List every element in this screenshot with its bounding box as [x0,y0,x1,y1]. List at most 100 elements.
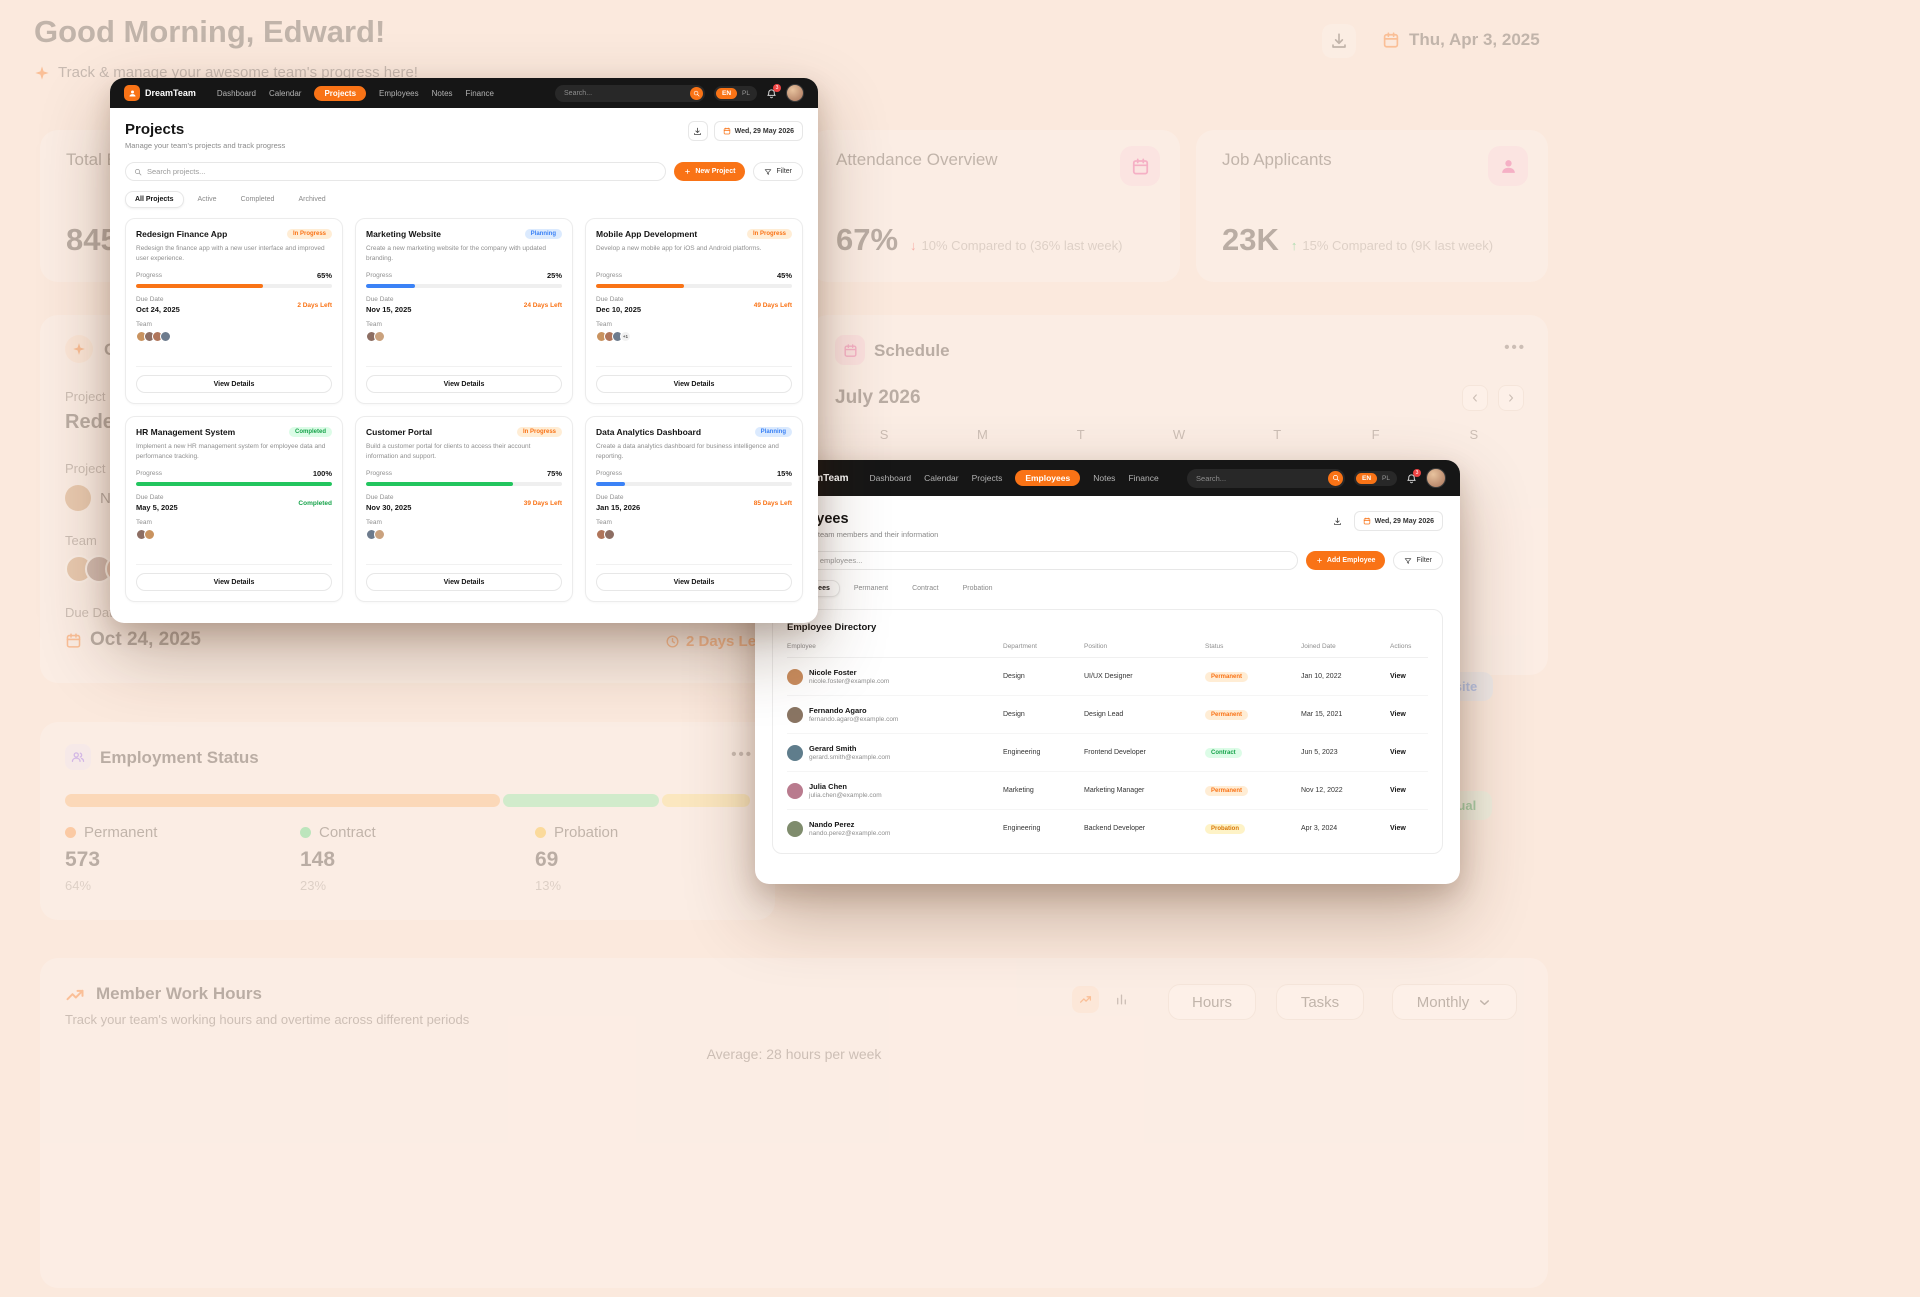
employee-search-input[interactable] [794,556,1289,565]
view-details-button[interactable]: View Details [366,375,562,393]
page-subtitle: Manage your team members and their infor… [772,530,939,539]
nav-dashboard[interactable]: Dashboard [869,473,912,483]
tab-contract[interactable]: Contract [902,580,948,597]
table-row: Julia Chen julia.chen@example.com Marketi… [787,772,1428,810]
tab-active[interactable]: Active [188,191,227,208]
navbar-search[interactable]: Search... [1187,468,1346,488]
prev-month-button [1462,385,1488,411]
navbar-search-icon[interactable] [1328,470,1344,486]
nav-calendar[interactable]: Calendar [924,473,959,483]
bar-segment-probation [661,794,750,807]
nav-notes[interactable]: Notes [431,88,453,98]
view-employee-button[interactable]: View [1390,673,1414,680]
view-details-button[interactable]: View Details [366,573,562,591]
search-icon [134,168,142,176]
export-button[interactable] [687,121,708,141]
team-avatars [596,529,792,540]
add-employee-button[interactable]: Add Employee [1305,551,1386,570]
stat-delta: ↑ 15% Compared to (9K last week) [1290,238,1494,253]
nav-projects[interactable]: Projects [314,85,367,101]
team-label: Team [65,533,97,548]
lang-en[interactable]: EN [1356,472,1378,484]
sparkle-icon [34,65,50,81]
view-details-button[interactable]: View Details [596,573,792,591]
nav-finance[interactable]: Finance [465,88,494,98]
project-grid: Redesign Finance App In Progress Redesig… [125,218,803,602]
lang-pl[interactable]: PL [742,89,750,97]
calendar-icon [1382,31,1400,49]
tab-probation[interactable]: Probation [953,580,1003,597]
employees-window: DreamTeam Dashboard Calendar Projects Em… [755,460,1460,884]
notifications-button[interactable]: 3 [766,83,781,99]
nav-projects[interactable]: Projects [971,473,1003,483]
nav-calendar[interactable]: Calendar [269,88,302,98]
legend-permanent: Permanent 573 64% [65,824,158,893]
language-toggle[interactable]: EN PL [714,85,757,101]
nav-employees[interactable]: Employees [1015,470,1081,486]
employee-filter-tabs: All Employees Permanent Contract Probati… [772,580,1443,597]
avatar [65,485,91,511]
days-left: 2 Days Left [297,301,332,309]
user-avatar[interactable] [1426,468,1446,488]
project-card: Customer Portal In Progress Build a cust… [355,416,573,602]
project-description: Implement a new HR management system for… [136,443,326,460]
bar-segment-permanent [65,794,500,807]
project-search-input[interactable] [147,167,658,176]
view-employee-button[interactable]: View [1390,787,1414,794]
tab-permanent[interactable]: Permanent [844,580,898,597]
export-button[interactable] [1328,511,1348,531]
stat-label: Job Applicants [1222,150,1332,169]
brand[interactable]: DreamTeam [124,85,196,101]
view-details-button[interactable]: View Details [596,375,792,393]
period-dropdown: Monthly [1392,984,1517,1020]
view-employee-button[interactable]: View [1390,825,1414,832]
calendar-icon [1363,517,1371,525]
divider [136,564,332,565]
tab-all-projects[interactable]: All Projects [125,191,184,208]
table-row: Gerard Smith gerard.smith@example.com Eng… [787,734,1428,772]
lang-en[interactable]: EN [716,87,738,99]
days-left: 85 Days Left [753,499,792,507]
nav-finance[interactable]: Finance [1128,473,1159,483]
days-left: 24 Days Left [523,301,562,309]
lang-pl[interactable]: PL [1382,474,1390,482]
trend-icon [65,985,85,1005]
navbar-search-placeholder: Search... [1196,473,1227,483]
nav-dashboard[interactable]: Dashboard [216,88,256,98]
tab-archived[interactable]: Archived [288,191,335,208]
new-project-button[interactable]: New Project [674,162,746,181]
project-title: Redesign Finance App [136,229,228,239]
schedule-icon [835,335,865,365]
language-toggle[interactable]: EN PL [1354,470,1397,486]
date-picker[interactable]: Wed, 29 May 2026 [713,121,803,141]
view-employee-button[interactable]: View [1390,711,1414,718]
stat-label: Attendance Overview [836,150,998,169]
stat-card-job-applicants: Job Applicants 23K ↑ 15% Compared to (9K … [1196,130,1548,282]
notification-badge: 3 [773,83,781,92]
navbar-search-icon[interactable] [690,86,704,100]
user-avatar[interactable] [786,84,804,102]
avatar [787,820,803,837]
project-title: HR Management System [136,427,236,437]
employee-search[interactable] [772,551,1298,570]
directory-title: Employee Directory [787,622,877,633]
bar-chart-toggle [1108,986,1135,1013]
due-date: Oct 24, 2025 [65,629,201,651]
download-icon [1330,32,1348,50]
nav-notes[interactable]: Notes [1093,473,1116,483]
view-details-button[interactable]: View Details [136,375,332,393]
status-badge: Planning [754,427,792,437]
view-details-button[interactable]: View Details [136,573,332,591]
status-badge: Contract [1205,748,1242,758]
notifications-button[interactable]: 3 [1406,468,1421,484]
divider [596,366,792,367]
view-employee-button[interactable]: View [1390,749,1414,756]
filter-button[interactable]: Filter [1393,551,1443,570]
team-avatars: +1 [596,331,792,342]
nav-employees[interactable]: Employees [379,88,419,98]
tab-completed[interactable]: Completed [231,191,285,208]
navbar-search[interactable]: Search... [555,84,706,102]
date-picker[interactable]: Wed, 29 May 2026 [1353,511,1443,531]
project-search[interactable] [125,162,667,181]
filter-button[interactable]: Filter [753,162,803,181]
